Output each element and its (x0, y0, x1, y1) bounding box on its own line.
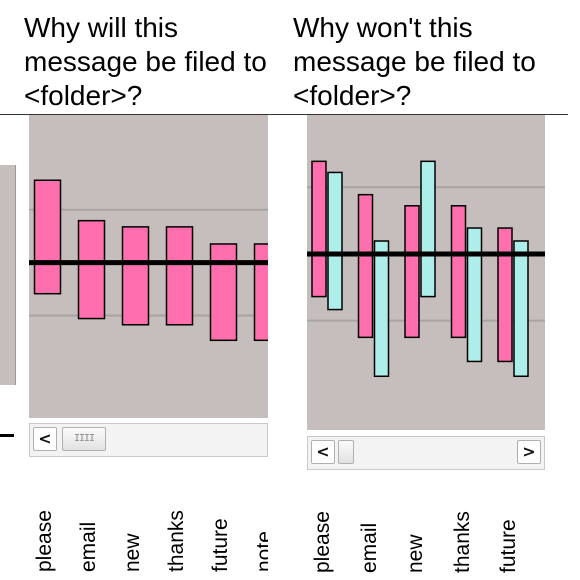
scroll-right-arrow-icon[interactable]: > (517, 440, 541, 464)
title-divider (0, 114, 568, 115)
bar-email-series-1 (357, 193, 374, 339)
word-label-please: please (33, 510, 56, 572)
bar-please (33, 179, 62, 295)
bar-note (253, 243, 268, 342)
word-label-thanks: thanks (165, 510, 188, 572)
left-word-labels: please email new thanks future note (29, 460, 268, 572)
word-label-new: new (404, 534, 427, 573)
word-label-new: new (121, 533, 144, 572)
left-panel-title: Why will this message be filed to <folde… (24, 12, 267, 111)
word-label-note: note (253, 531, 268, 572)
bar-thanks-series-1 (450, 205, 467, 339)
left-bar-chart (29, 115, 268, 418)
word-label-email: email (357, 522, 381, 573)
left-chart-svg (29, 115, 268, 418)
bar-email (77, 219, 106, 320)
bar-new-series-1 (404, 205, 420, 339)
word-label-please: please (311, 511, 334, 573)
word-label-thanks: thanks (450, 511, 474, 573)
bar-please-series-2 (327, 171, 343, 311)
right-scroll-thumb[interactable] (338, 440, 354, 464)
left-horizontal-scrollbar[interactable]: < IIII (29, 423, 268, 457)
bar-new (121, 226, 150, 326)
right-bar-chart (307, 115, 545, 430)
partial-panel-strip (0, 165, 16, 437)
word-label-future: future (497, 519, 520, 573)
scroll-left-arrow-icon[interactable]: < (311, 440, 335, 464)
bar-new-series-2 (420, 160, 436, 298)
word-label-email: email (77, 521, 100, 572)
partial-panel-axis (0, 434, 14, 437)
bar-future-series-1 (497, 227, 513, 363)
right-panel-title: Why won't this message be filed to <fold… (293, 12, 536, 111)
bar-future-series-2 (513, 240, 529, 378)
scroll-left-arrow-icon[interactable]: < (33, 427, 57, 451)
bar-email-series-2 (373, 240, 390, 378)
word-label-future: future (209, 518, 232, 572)
bar-thanks-series-2 (466, 227, 483, 363)
left-scroll-thumb[interactable]: IIII (62, 427, 106, 451)
bar-future (209, 243, 238, 342)
bar-please-series-1 (311, 160, 327, 298)
right-chart-svg (307, 115, 545, 430)
right-horizontal-scrollbar[interactable]: < > (307, 436, 545, 470)
bar-thanks (165, 226, 194, 326)
right-word-labels: please email new thanks future (307, 473, 545, 573)
